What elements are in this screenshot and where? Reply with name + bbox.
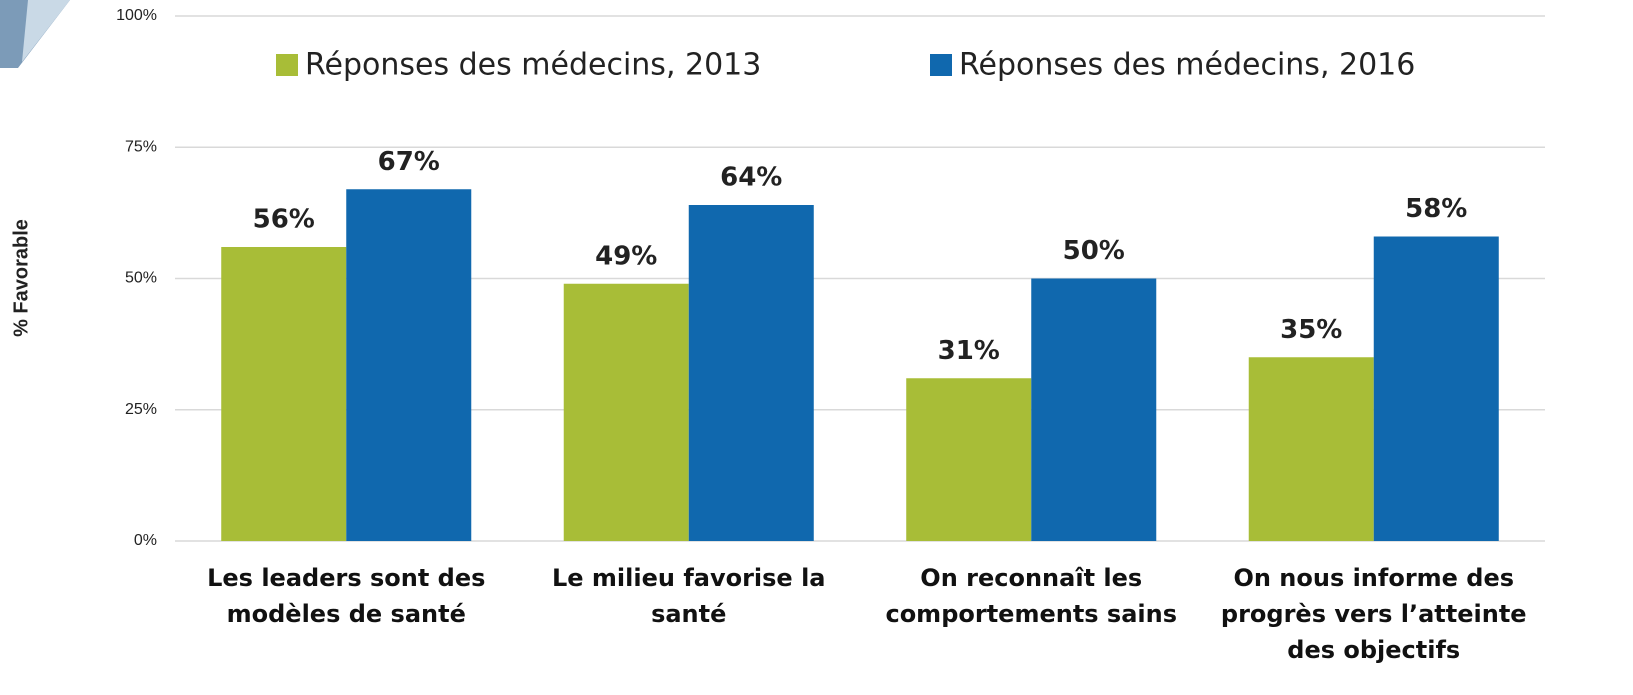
bar <box>1373 236 1499 541</box>
y-tick-label: 50% <box>125 270 157 287</box>
legend-label: Réponses des médecins, 2016 <box>959 48 1415 83</box>
data-label: 67% <box>378 147 440 177</box>
data-label: 50% <box>1063 236 1125 266</box>
legend-label: Réponses des médecins, 2013 <box>305 48 761 83</box>
x-tick-label: On reconnaît les comportements sains <box>885 564 1178 628</box>
y-tick-label: 0% <box>134 532 157 549</box>
y-tick-label: 100% <box>116 7 157 24</box>
data-label: 35% <box>1280 315 1342 345</box>
x-tick-label: On nous informe des progrès vers l’attei… <box>1220 564 1527 664</box>
data-label: 58% <box>1405 194 1467 224</box>
bar <box>1248 357 1374 541</box>
data-label: 64% <box>720 163 782 193</box>
legend-swatch <box>930 54 952 76</box>
y-axis-label: % Favorable <box>10 219 32 337</box>
decorative-photo-highlight <box>22 0 70 62</box>
data-label: 49% <box>595 241 657 271</box>
bar <box>346 189 472 541</box>
x-tick-label: Les leaders sont des modèles de santé <box>207 564 486 628</box>
bar <box>221 247 347 541</box>
y-tick-label: 75% <box>125 138 157 155</box>
bar <box>906 378 1032 541</box>
data-label: 56% <box>253 205 315 235</box>
x-tick-label: Le milieu favorise la santé <box>551 564 826 628</box>
data-label: 31% <box>938 336 1000 366</box>
bar <box>1031 278 1157 541</box>
bar <box>688 205 814 541</box>
bar <box>563 283 689 541</box>
legend-swatch <box>276 54 298 76</box>
y-tick-label: 25% <box>125 401 157 418</box>
